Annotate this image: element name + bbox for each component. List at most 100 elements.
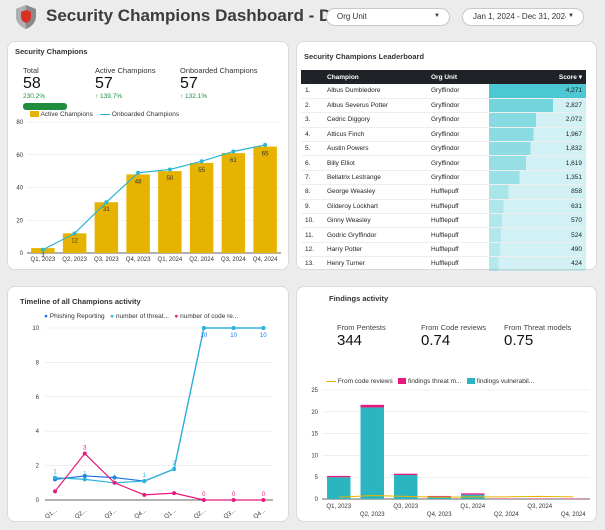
kpi-label: Active Champions: [95, 66, 156, 75]
table-row[interactable]: 12. Harry Potter Hufflepuff 490: [301, 242, 586, 258]
rank: 6.: [301, 155, 323, 171]
point: [142, 479, 147, 484]
table-row[interactable]: 7. Bellatrix Lestrange Gryffindor 1,351: [301, 170, 586, 186]
rank: 8.: [301, 184, 323, 200]
x-tick-label: Q1, 2023: [326, 504, 351, 510]
bar: [427, 495, 451, 497]
table-row[interactable]: 1. Albus Dumbledore Gryffindor 4,271: [301, 84, 586, 99]
shield-icon: [16, 5, 36, 29]
data-label: 3: [83, 446, 87, 452]
x-tick-label: Q2, 2024: [189, 257, 214, 263]
point: [199, 159, 204, 164]
kpi-value: 344: [337, 332, 363, 349]
score-cell: 2,827: [489, 98, 586, 114]
leaderboard-table: Champion Org Unit Score ▾ 1. Albus Dumble…: [301, 70, 586, 272]
org-unit-cell: Gryffindor: [427, 98, 489, 114]
rank: 10.: [301, 213, 323, 229]
column-header-score[interactable]: Score ▾: [489, 70, 586, 84]
score-cell: 1,832: [489, 141, 586, 157]
table-row[interactable]: 10. Ginny Weasley Hufflepuff 570: [301, 213, 586, 229]
data-label: 1: [83, 471, 87, 477]
bar: [461, 493, 485, 495]
y-tick-label: 15: [311, 432, 318, 438]
champion-cell: Harry Potter: [323, 242, 427, 258]
legend-marker: ●: [110, 313, 115, 320]
date-range-label: Jan 1, 2024 - Dec 31, 2024: [473, 12, 570, 21]
chart-legend: From code reviews findings threat m... f…: [326, 378, 534, 385]
org-unit-cell: Hufflepuff: [427, 184, 489, 200]
legend-swatch: [30, 111, 39, 118]
legend-swatch: [398, 378, 407, 385]
table-row[interactable]: 6. Billy Elliot Gryffindor 1,619: [301, 155, 586, 171]
point: [142, 492, 147, 497]
timeline-card: [7, 286, 289, 522]
card-title: Timeline of all Champions activity: [20, 297, 141, 306]
point: [112, 475, 117, 480]
table-header-row: Champion Org Unit Score ▾: [301, 70, 586, 84]
point: [231, 326, 236, 330]
data-label: 10: [230, 333, 237, 339]
y-tick-label: 8: [36, 360, 40, 366]
table-row[interactable]: 8. George Weasley Hufflepuff 858: [301, 184, 586, 200]
legend-label: findings vulnerabil...: [476, 378, 535, 385]
progress-bar: [23, 103, 67, 110]
column-header[interactable]: Champion: [323, 70, 427, 84]
point: [136, 170, 141, 175]
bar: [221, 153, 246, 253]
data-label: 48: [135, 179, 142, 185]
point: [261, 498, 266, 502]
data-label: 31: [103, 207, 110, 213]
kpi-label: From Code reviews: [421, 323, 487, 332]
table-row[interactable]: 9. Gilderoy Lockhart Hufflepuff 631: [301, 199, 586, 215]
x-tick-label: Q1, 2024: [158, 257, 183, 263]
rank: 4.: [301, 127, 323, 143]
champion-cell: George Weasley: [323, 184, 427, 200]
score-cell: 2,072: [489, 112, 586, 128]
y-tick-label: 20: [16, 218, 23, 224]
rank: 12.: [301, 242, 323, 258]
data-label: 50: [167, 176, 174, 182]
kpi-value: 0.74: [421, 332, 451, 349]
x-tick-label: Q1, 2023: [31, 257, 56, 263]
y-tick-label: 2: [36, 464, 40, 470]
date-range-filter[interactable]: Jan 1, 2024 - Dec 31, 2024 ▼: [462, 8, 584, 26]
bar: [427, 496, 451, 499]
table-row[interactable]: 2. Albus Severus Potter Gryffindor 2,827: [301, 98, 586, 114]
legend-label: Active Champions: [40, 111, 93, 118]
x-tick-label: Q1...: [163, 508, 177, 520]
chevron-down-icon: ▼: [434, 13, 440, 19]
x-tick-label: Q3...: [104, 508, 118, 520]
org-unit-filter[interactable]: Org Unit ▼: [326, 8, 450, 26]
x-tick-label: Q1, 2024: [460, 504, 485, 510]
score-cell: 570: [489, 213, 586, 229]
point: [53, 475, 57, 480]
y-tick-label: 0: [36, 498, 40, 504]
org-unit-cell: Gryffindor: [427, 155, 489, 171]
champion-cell: Austin Powers: [323, 141, 427, 157]
bar: [253, 146, 277, 253]
table-row[interactable]: 13. Henry Turner Hufflepuff 424: [301, 256, 586, 272]
table-row[interactable]: 11. Godric Gryffindor Hufflepuff 524: [301, 227, 586, 243]
point: [53, 489, 57, 494]
table-row[interactable]: 4. Atticus Finch Gryffindor 1,967: [301, 127, 586, 143]
x-tick-label: Q3, 2023: [393, 504, 418, 510]
table-row[interactable]: 3. Cedric Diggory Gryffindor 2,072: [301, 112, 586, 128]
y-tick-label: 4: [36, 429, 40, 435]
bar: [126, 174, 150, 253]
bar: [360, 404, 384, 408]
data-label: 1: [113, 475, 117, 481]
column-header[interactable]: Org Unit: [427, 70, 489, 84]
series-line: [54, 327, 264, 484]
point: [231, 149, 236, 154]
org-unit-cell: Gryffindor: [427, 112, 489, 128]
kpi-delta: 230.2%: [23, 93, 46, 100]
table-row[interactable]: 5. Austin Powers Gryffindor 1,832: [301, 141, 586, 157]
series-line: [42, 144, 266, 251]
card-title: Security Champions Leaderboard: [304, 52, 425, 61]
rank: 3.: [301, 112, 323, 128]
data-label: 3: [41, 253, 45, 259]
legend-label: findings threat m...: [407, 378, 462, 385]
y-tick-label: 60: [16, 153, 23, 159]
series-line: [54, 327, 264, 482]
score-cell: 424: [489, 256, 586, 272]
